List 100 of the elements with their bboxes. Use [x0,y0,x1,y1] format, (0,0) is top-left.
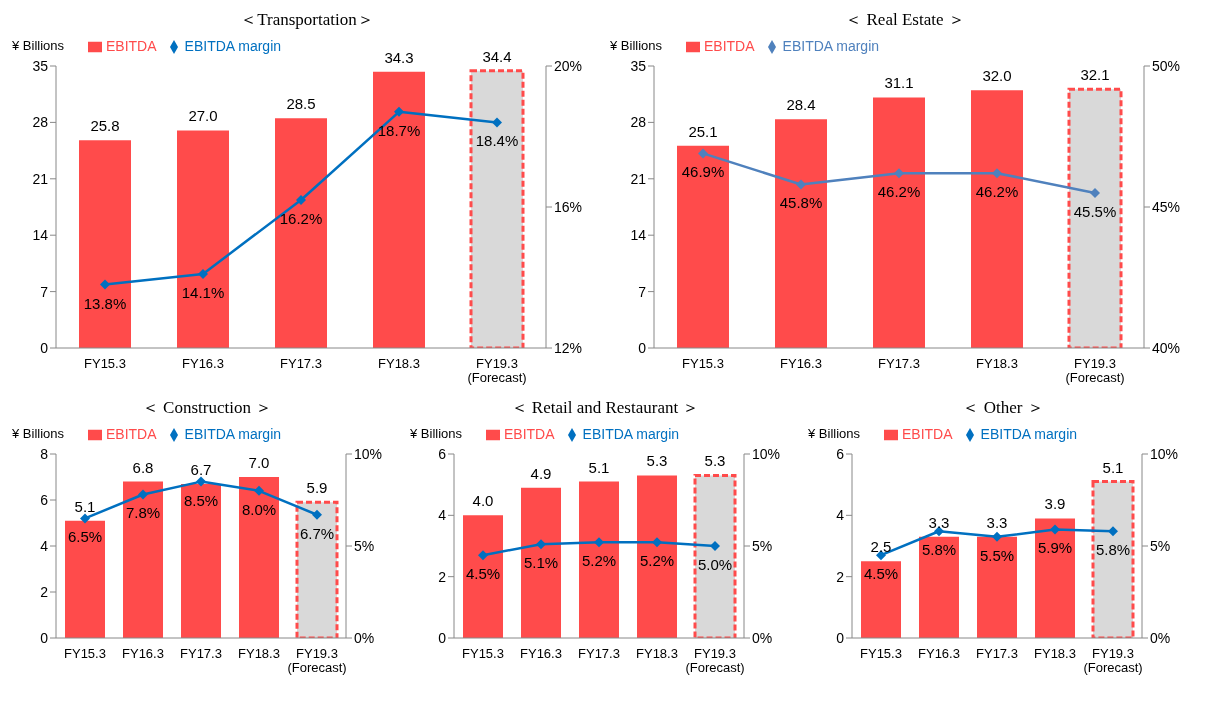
chart-title: ＜ Real Estate ＞ [844,9,966,31]
x-tick-label: FY17.3 [180,646,222,661]
data-label: 5.1 [74,497,96,515]
x-tick-label: FY17.3 [280,356,322,371]
data-label: 8.0% [241,500,277,518]
point [1050,524,1060,535]
y2-tick-label: 5% [1150,537,1171,554]
x-tick-label: FY17.3 [578,646,620,661]
x-tick-label: FY18.3 [976,356,1018,371]
bar [181,483,221,638]
x-tick-label: FY15.3 [462,646,504,661]
x-tick-label: FY18.3 [378,356,420,371]
x-tick-label: FY19.3 (Forecast) [467,356,527,385]
x-tick-label: FY17.3 [878,356,920,371]
y-tick-label: 4 [40,537,49,554]
x-tick-label: FY16.3 [918,646,960,661]
data-label: 28.4 [786,96,816,114]
y2-tick-label: 16% [554,198,583,215]
data-label: 6.8 [132,458,154,476]
data-label: 6.7% [299,524,335,542]
data-label: 25.8 [90,117,120,135]
data-label: 3.3 [928,513,950,531]
chart-title: ＜ Retail and Restaurant ＞ [509,397,701,419]
legend-label: EBITDA [902,426,953,442]
bar [861,561,901,638]
y2-tick-label: 20% [554,57,583,74]
data-label: 5.5% [979,546,1015,564]
point [594,537,604,548]
data-label: 6.7 [190,460,212,478]
point [992,168,1002,179]
x-tick-label: FY19.3 (Forecast) [1083,646,1143,675]
legend-label: EBITDA margin [184,426,282,442]
y-axis-title: ¥ Billions [808,426,861,441]
data-label: 31.1 [884,74,914,92]
legend-label: EBITDA margin [782,38,880,54]
y-axis-title: ¥ Billions [610,38,663,53]
data-label: 16.2% [279,209,323,227]
x-tick-label: FY15.3 [860,646,902,661]
y2-tick-label: 45% [1152,198,1181,215]
data-label: 46.9% [681,163,725,181]
y-tick-label: 21 [630,170,647,187]
point [710,541,720,551]
point [652,537,662,548]
data-label: 5.1 [1102,458,1124,476]
data-label: 7.8% [125,504,161,522]
y-tick-label: 14 [32,227,49,244]
data-label: 28.5 [286,95,316,113]
y-tick-label: 0 [40,339,49,356]
data-label: 5.8% [1095,541,1131,559]
point [894,168,904,179]
legend-label: EBITDA margin [980,426,1078,442]
x-tick-label: FY19.3 (Forecast) [685,646,745,675]
y-tick-label: 35 [630,57,647,74]
y-tick-label: 4 [836,507,845,524]
y-tick-label: 28 [630,114,647,131]
x-tick-label: FY15.3 [682,356,724,371]
data-label: 45.5% [1073,202,1117,220]
data-label: 4.9 [530,464,552,482]
data-label: 3.9 [1044,495,1066,513]
point [196,476,206,487]
point [478,550,488,561]
bar [919,536,959,638]
y-tick-label: 35 [32,57,49,74]
point [536,539,546,550]
y-tick-label: 14 [630,227,647,244]
point [198,268,208,279]
legend-label: EBITDA [106,426,157,442]
point [1108,526,1118,537]
data-label: 5.1 [588,458,610,476]
bar [977,536,1017,638]
chart-title: ＜ Construction ＞ [140,397,274,419]
data-label: 25.1 [688,122,718,140]
bar [239,477,279,638]
data-label: 8.5% [183,491,219,509]
point [254,485,264,496]
x-tick-label: FY18.3 [636,646,678,661]
y2-tick-label: 12% [554,339,583,356]
x-tick-label: FY16.3 [122,646,164,661]
point [312,509,322,520]
data-label: 5.8% [921,541,957,559]
x-tick-label: FY16.3 [520,646,562,661]
bar [1035,518,1075,638]
legend-label: EBITDA [504,426,555,442]
point [394,106,404,117]
data-label: 5.2% [639,552,675,570]
data-label: 34.3 [384,48,414,66]
x-tick-label: FY16.3 [182,356,224,371]
y-tick-label: 0 [836,629,845,646]
data-label: 7.0 [248,454,270,471]
data-label: 34.4 [482,47,512,65]
y2-tick-label: 0% [354,629,375,646]
data-label: 5.0% [697,556,733,573]
data-label: 4.5% [465,565,501,583]
y-tick-label: 7 [638,283,647,300]
bar [775,119,827,348]
x-tick-label: FY17.3 [976,646,1018,661]
data-label: 5.9% [1037,539,1073,557]
y-tick-label: 8 [40,445,49,462]
x-tick-label: FY18.3 [238,646,280,661]
data-label: 32.1 [1080,66,1110,84]
